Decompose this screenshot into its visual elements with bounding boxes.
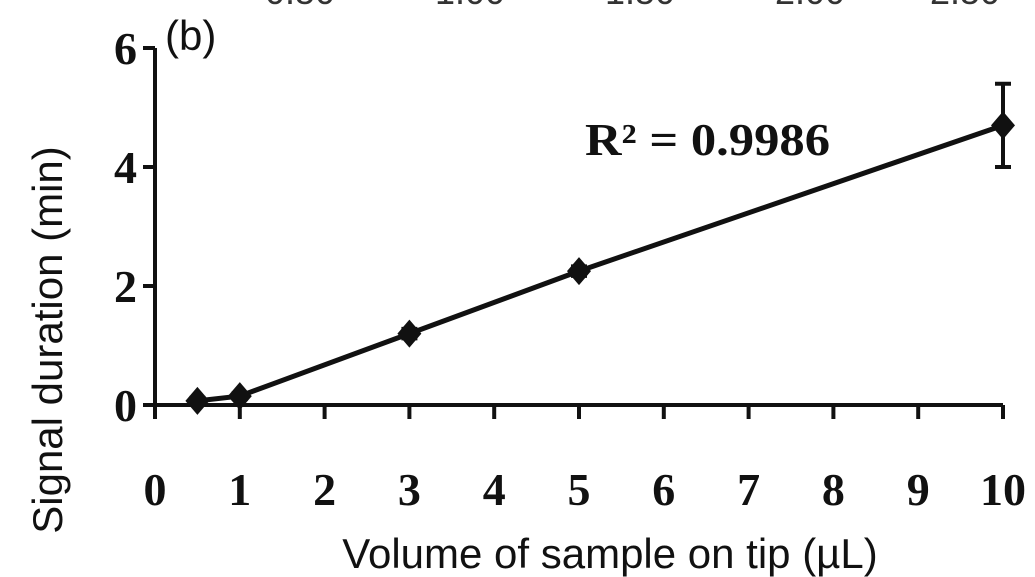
x-tick-label: 0 <box>144 464 167 515</box>
x-tick-label: 7 <box>737 464 760 515</box>
clipped-label: 2.50 <box>930 0 1000 12</box>
clipped-label: 0.50 <box>265 0 335 12</box>
clipped-label: 1.00 <box>435 0 505 12</box>
panel-label: (b) <box>165 12 216 59</box>
r-squared: R² = 0.9986 <box>585 114 830 165</box>
y-tick-label: 0 <box>114 380 137 431</box>
x-tick-label: 2 <box>313 464 336 515</box>
x-tick-label: 3 <box>398 464 421 515</box>
x-tick-label: 5 <box>568 464 591 515</box>
x-tick-label: 6 <box>652 464 675 515</box>
marker <box>397 319 422 348</box>
x-axis-label: Volume of sample on tip (µL) <box>342 530 877 577</box>
marker <box>567 257 591 286</box>
clipped-label: 2.00 <box>775 0 845 12</box>
x-tick-label: 8 <box>822 464 845 515</box>
marker <box>185 386 210 415</box>
x-tick-label: 9 <box>907 464 930 515</box>
data-line <box>197 122 1004 404</box>
x-tick-label: 4 <box>483 464 506 515</box>
marker <box>991 111 1015 140</box>
clipped-label: 1.50 <box>605 0 675 12</box>
y-tick-label: 4 <box>114 142 137 193</box>
y-tick-label: 2 <box>114 261 137 312</box>
y-tick-label: 6 <box>114 23 137 74</box>
x-tick-label: 1 <box>228 464 251 515</box>
marker <box>227 382 252 411</box>
y-axis-label: Signal duration (min) <box>24 146 71 534</box>
x-tick-label: 10 <box>980 464 1026 515</box>
